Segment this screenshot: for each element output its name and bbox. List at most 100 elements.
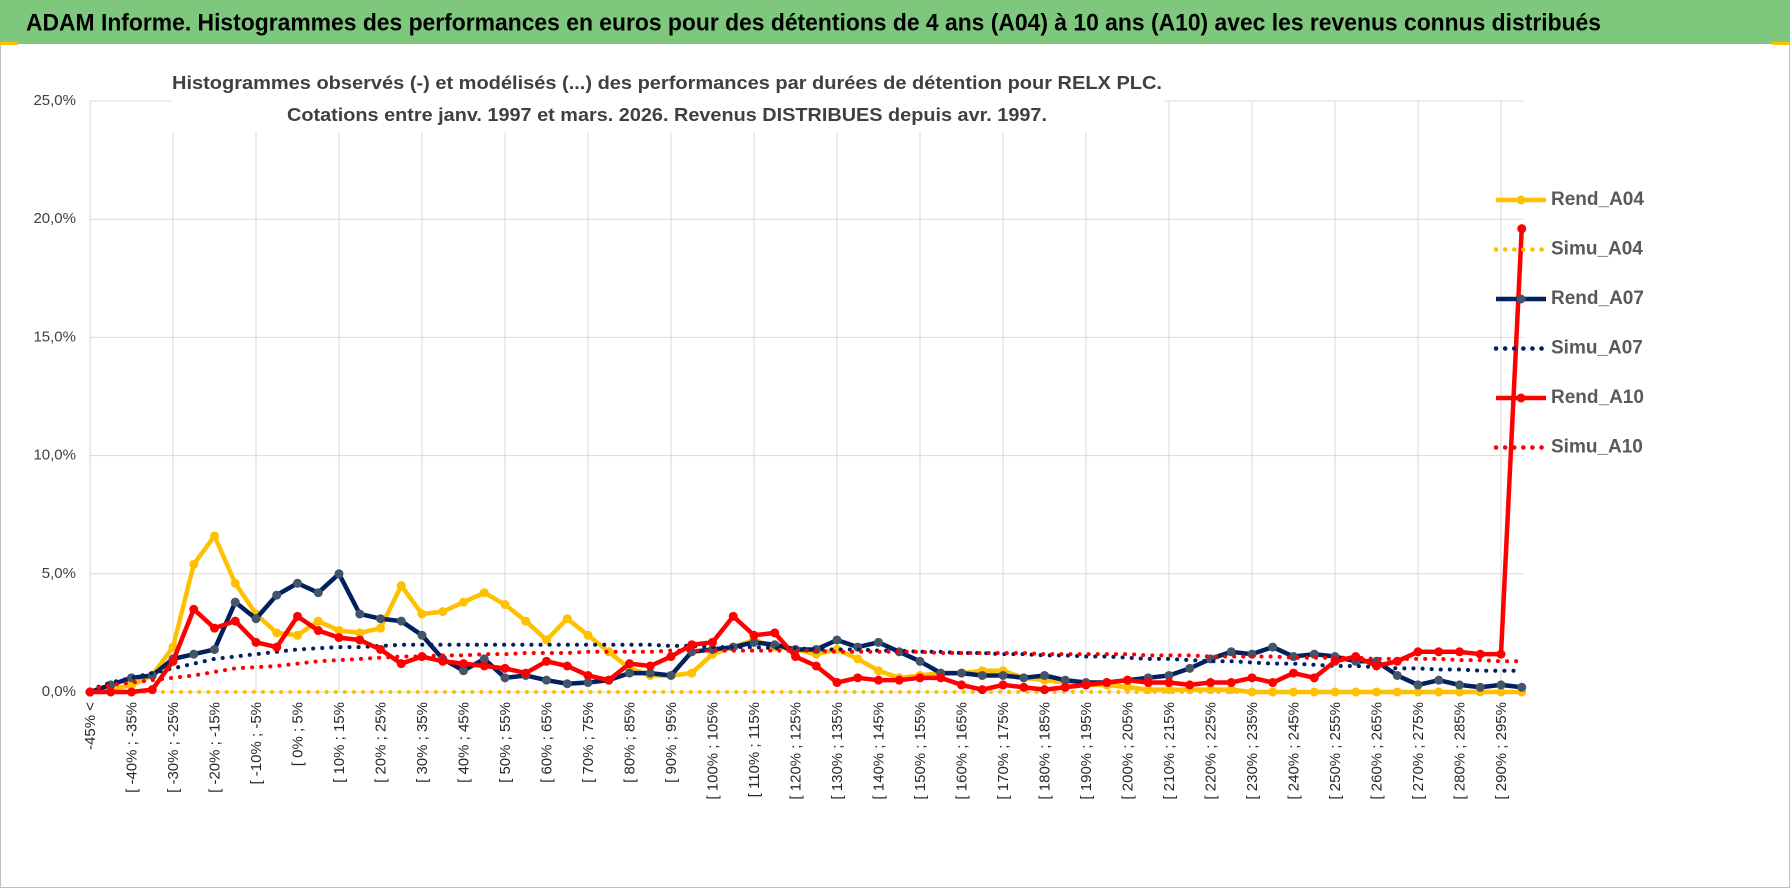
point [376,623,385,633]
x-tick-label: [ 280% ; 285% [1451,702,1468,800]
point [1309,687,1319,697]
point [1289,652,1298,662]
point [417,609,427,619]
point [583,678,593,688]
point [1455,647,1464,657]
point [1102,678,1112,688]
series-line [90,228,1524,695]
x-tick-label: [ 290% ; 295% [1493,702,1510,800]
point [874,675,883,685]
point [376,614,385,624]
point [251,614,261,624]
point [147,685,157,695]
point [1019,682,1029,692]
x-tick-label: [ 50% ; 55% [497,702,514,783]
x-tick-label: [ 150% ; 155% [912,702,929,800]
point [1081,680,1091,690]
point [1496,649,1506,659]
x-tick-label: [ 200% ; 205% [1119,702,1136,800]
point [1019,673,1029,683]
point [313,616,323,626]
point [1040,670,1049,680]
point [355,609,365,619]
y-tick-label: 15,0% [33,328,76,345]
plot: 0,0% 5,0% 10,0% 15,0% 20,0% 25,0% -45% < [ -40%… [33,92,1527,800]
point [687,640,697,650]
x-tick-label: [ 10% ; 15% [331,702,348,783]
point [666,652,676,662]
x-tick-label: [ 120% ; 125% [787,702,804,800]
legend-marker [1516,393,1526,403]
point [957,668,966,678]
x-tick-label: [ 80% ; 85% [621,702,638,783]
point [1475,649,1485,659]
point [1226,647,1236,657]
point [1185,663,1195,673]
point [189,649,199,659]
point [894,675,904,685]
point [562,661,572,671]
point [749,637,759,647]
point [230,578,240,588]
x-tick-label: [ 40% ; 45% [455,702,472,783]
point [542,675,551,685]
point [811,661,821,671]
point [645,668,655,678]
point [1206,678,1215,688]
point [1164,678,1174,688]
legend-label: Simu_A07 [1551,338,1643,359]
x-tick-label: [ 220% ; 225% [1202,702,1219,800]
point [1392,687,1402,697]
point [168,656,178,666]
point [334,626,344,636]
point [998,680,1008,690]
point [604,647,614,657]
y-tick-label: 5,0% [42,565,76,582]
point [417,652,427,662]
point [853,673,863,683]
point [438,607,448,617]
point [459,597,468,607]
banner [0,0,1790,44]
point [977,685,987,695]
point [396,581,406,591]
point [459,666,468,676]
point [770,628,780,638]
x-tick-label: [ 230% ; 235% [1244,702,1261,800]
point [1517,224,1527,234]
x-tick-label: [ 70% ; 75% [580,702,597,783]
x-tick-label: [ 130% ; 135% [829,702,846,800]
point [708,637,717,647]
x-tick-label: [ 190% ; 195% [1078,702,1095,800]
point [210,531,219,541]
point [645,661,655,671]
point [936,673,946,683]
point [479,661,489,671]
point [1185,680,1195,690]
point [1060,675,1070,685]
legend-label: Simu_A04 [1551,239,1643,260]
point [1289,687,1298,697]
point [272,642,282,652]
point [1455,687,1464,697]
chart-title: Histogrammes observés (-) et modélisés (… [172,73,1162,93]
point [1164,670,1174,680]
point [293,611,302,621]
x-tick-label: [ 140% ; 145% [870,702,887,800]
point [957,680,966,690]
point [521,616,531,626]
x-tick-label: [ 180% ; 185% [1036,702,1053,800]
point [293,578,302,588]
point [1309,673,1319,683]
point [666,670,676,680]
point [562,614,572,624]
legend-label: Rend_A04 [1551,189,1644,210]
point [1268,678,1278,688]
point [479,654,489,664]
point [521,668,531,678]
point [998,670,1008,680]
point [1517,682,1527,692]
point [542,635,551,645]
